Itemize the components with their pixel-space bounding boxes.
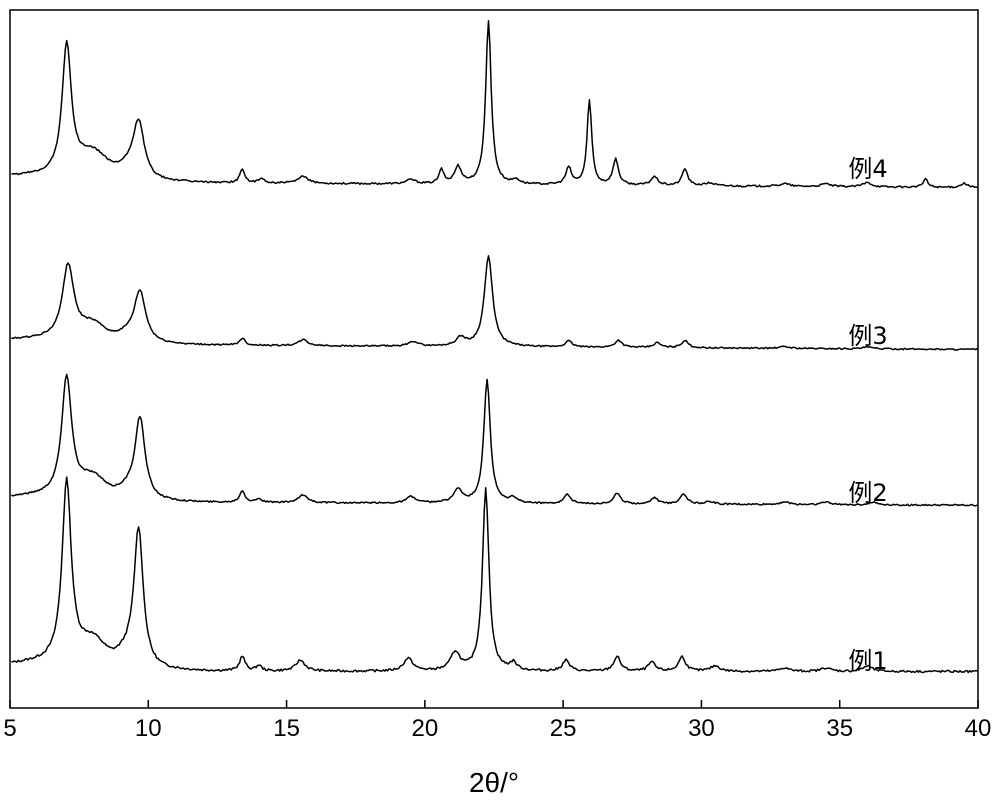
x-tick-label: 5 bbox=[3, 715, 16, 742]
series-labels: 例1 例2 例3 例4 bbox=[848, 155, 887, 675]
x-axis-ticks: 5 10 15 20 25 30 35 40 bbox=[3, 700, 991, 742]
x-tick-label: 20 bbox=[412, 715, 439, 742]
series-label: 例3 bbox=[848, 322, 887, 350]
series-line bbox=[11, 477, 978, 672]
series-traces bbox=[11, 21, 978, 673]
series-line bbox=[11, 256, 978, 350]
x-tick-label: 35 bbox=[826, 715, 853, 742]
x-tick-label: 40 bbox=[965, 715, 992, 742]
x-tick-label: 10 bbox=[135, 715, 162, 742]
series-label: 例1 bbox=[848, 647, 887, 675]
plot-frame bbox=[10, 10, 978, 708]
series-label: 例4 bbox=[848, 155, 887, 183]
x-axis-title: 2θ/° bbox=[469, 767, 519, 798]
series-label: 例2 bbox=[848, 479, 887, 507]
x-tick-label: 25 bbox=[550, 715, 577, 742]
series-line bbox=[11, 21, 978, 188]
series-line bbox=[11, 374, 978, 506]
x-tick-label: 15 bbox=[273, 715, 300, 742]
x-tick-label: 30 bbox=[688, 715, 715, 742]
